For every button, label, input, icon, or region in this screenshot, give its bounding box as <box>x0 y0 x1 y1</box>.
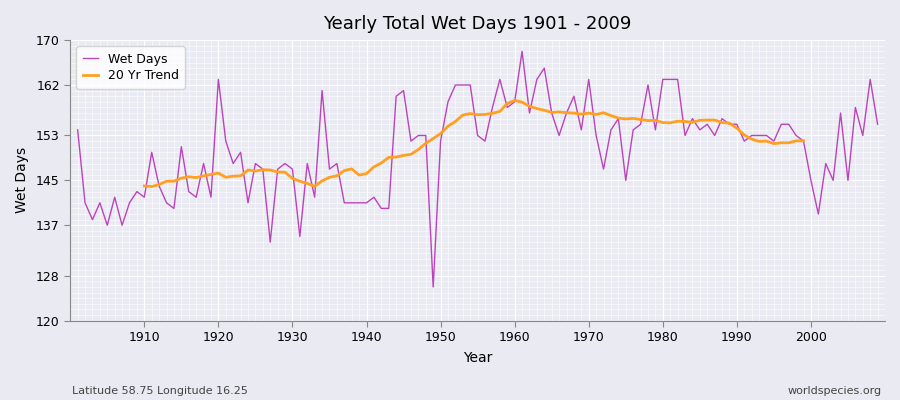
Wet Days <box>72 128 83 132</box>
20 Yr Trend <box>798 138 809 143</box>
20 Yr Trend <box>716 120 727 125</box>
20 Yr Trend <box>702 118 713 122</box>
Wet Days <box>428 284 438 289</box>
Wet Days <box>517 49 527 54</box>
Wet Days <box>294 234 305 239</box>
20 Yr Trend <box>147 184 158 189</box>
20 Yr Trend <box>235 174 246 178</box>
Wet Days <box>131 189 142 194</box>
Wet Days <box>524 111 535 116</box>
Line: 20 Yr Trend: 20 Yr Trend <box>144 100 804 186</box>
20 Yr Trend <box>509 98 520 103</box>
20 Yr Trend <box>139 184 149 188</box>
20 Yr Trend <box>346 166 357 171</box>
Wet Days <box>509 100 520 104</box>
Legend: Wet Days, 20 Yr Trend: Wet Days, 20 Yr Trend <box>76 46 185 89</box>
20 Yr Trend <box>613 116 624 120</box>
X-axis label: Year: Year <box>463 351 492 365</box>
Wet Days <box>872 122 883 127</box>
Text: Latitude 58.75 Longitude 16.25: Latitude 58.75 Longitude 16.25 <box>72 386 248 396</box>
Wet Days <box>613 116 624 121</box>
Text: worldspecies.org: worldspecies.org <box>788 386 882 396</box>
Title: Yearly Total Wet Days 1901 - 2009: Yearly Total Wet Days 1901 - 2009 <box>323 15 632 33</box>
Y-axis label: Wet Days: Wet Days <box>15 147 29 214</box>
Wet Days <box>339 200 350 205</box>
Line: Wet Days: Wet Days <box>77 51 878 287</box>
20 Yr Trend <box>783 140 794 145</box>
